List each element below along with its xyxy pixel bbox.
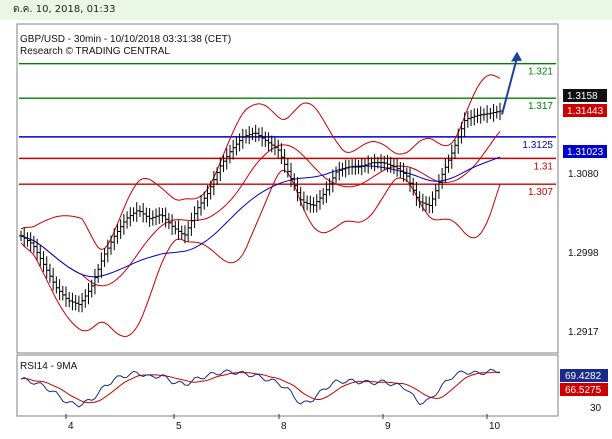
chart-subtitle: Research © TRADING CENTRAL [20, 46, 170, 57]
price-tag-blue [563, 145, 607, 158]
level-label: 1.317 [528, 101, 553, 112]
level-label: 1.31 [534, 161, 554, 172]
projection [501, 51, 522, 115]
rsi-line [20, 368, 501, 408]
projection-arrow-head [511, 51, 522, 62]
price-tag-red-label: 1.31443 [567, 106, 604, 117]
x-tick-label: 4 [68, 421, 74, 432]
chart-title: GBP/USD - 30min - 10/10/2018 03:31:38 (C… [20, 34, 231, 45]
timestamp-text: ต.ค. 10, 2018, 01:33 [13, 4, 116, 15]
rsi-ma-tag [560, 383, 608, 396]
y-tick-label: 1.2998 [568, 248, 599, 259]
current-price-label: 1.3158 [567, 91, 598, 102]
timestamp-bar: ต.ค. 10, 2018, 01:33 [0, 0, 612, 20]
level-label: 1.3125 [522, 140, 553, 151]
rsi-value-label: 69.4282 [565, 371, 602, 382]
projection-arrow-line [501, 57, 518, 115]
current-price-tag [563, 89, 607, 102]
y-tick-label: 1.2917 [568, 327, 599, 338]
slow-ma [20, 156, 501, 278]
support-resistance-levels: 1.321 1.317 1.3125 1.31 1.307 [19, 63, 556, 198]
rsi-title: RSI14 - 9MA [20, 361, 78, 372]
price-tag-blue-label: 1.31023 [567, 147, 604, 158]
level-label: 1.321 [528, 67, 553, 78]
rsi-panel-frame [16, 354, 559, 417]
rsi-value-tag [560, 369, 608, 382]
x-tick-label: 10 [489, 421, 501, 432]
rsi-tick-label: 30 [590, 403, 602, 414]
x-tick-label: 5 [176, 421, 182, 432]
bollinger-bands [20, 74, 501, 338]
middle-band [20, 131, 501, 287]
y-tick-label: 1.3080 [568, 169, 599, 180]
x-tick-label: 9 [385, 421, 391, 432]
lower-band [20, 169, 501, 338]
rsi-series [20, 368, 501, 408]
upper-band [20, 74, 501, 251]
rsi-ma-line [20, 371, 500, 404]
rsi-ma-label: 66.5275 [565, 385, 602, 396]
price-bars [19, 102, 502, 313]
level-label: 1.307 [528, 187, 553, 198]
x-tick-label: 8 [281, 421, 287, 432]
price-panel-frame [16, 23, 559, 354]
price-tag-red [563, 104, 607, 117]
x-axis: 4 5 8 9 10 [65, 414, 501, 432]
